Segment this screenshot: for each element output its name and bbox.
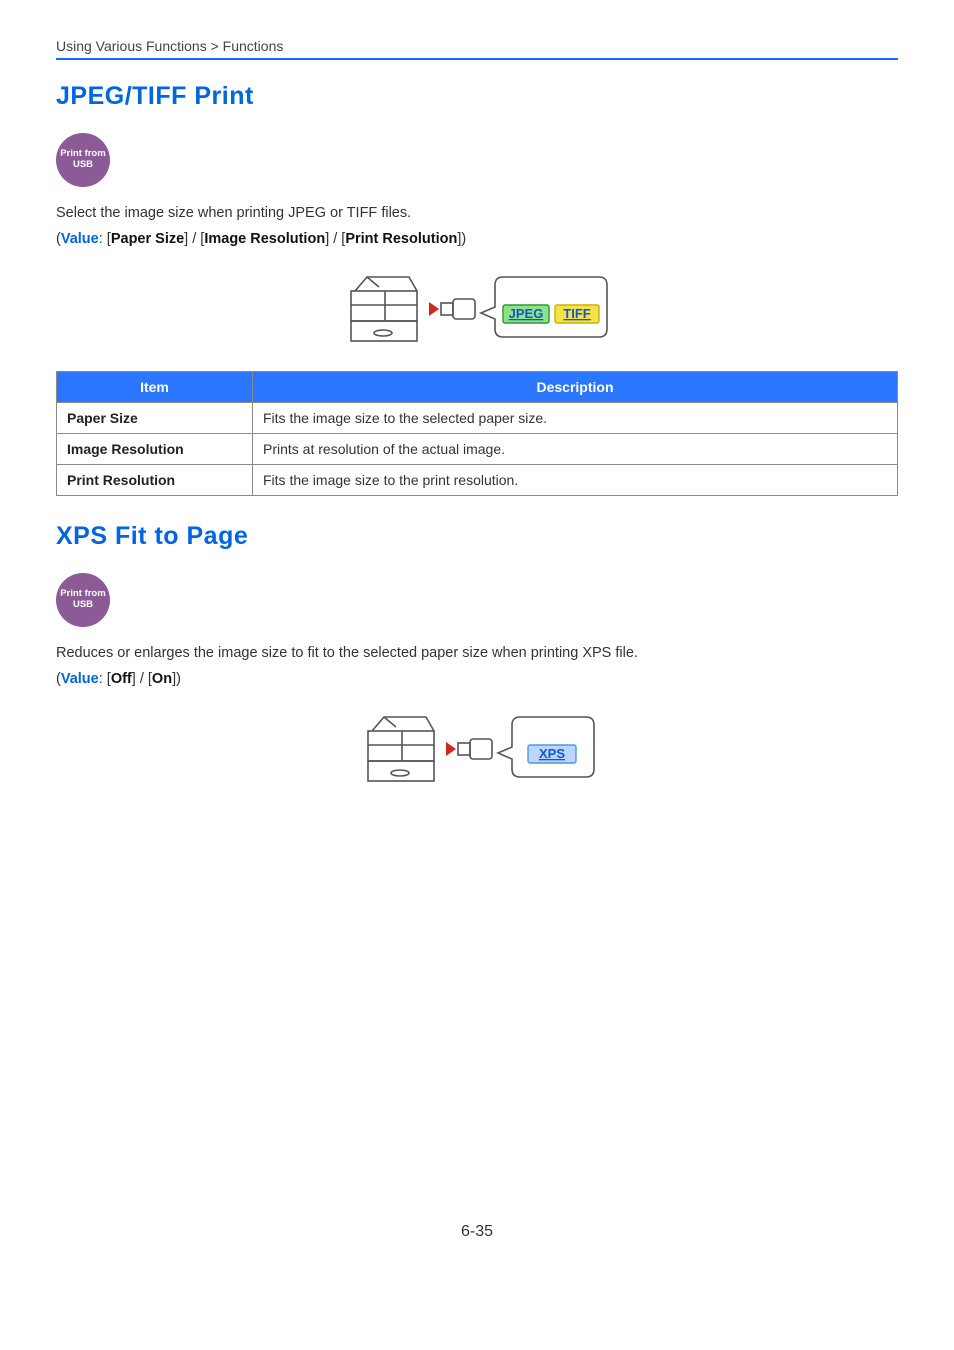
value-label: Value bbox=[61, 671, 99, 687]
section-description: Reduces or enlarges the image size to fi… bbox=[56, 645, 898, 661]
table-cell-desc: Fits the image size to the selected pape… bbox=[253, 403, 898, 434]
table-cell-item: Print Resolution bbox=[57, 465, 253, 496]
table-row: Print Resolution Fits the image size to … bbox=[57, 465, 898, 496]
value-option: Paper Size bbox=[111, 231, 184, 247]
breadcrumb: Using Various Functions > Functions bbox=[56, 38, 898, 54]
page-number: 6-35 bbox=[56, 1223, 898, 1241]
value-option: Off bbox=[111, 671, 132, 687]
table-cell-item: Paper Size bbox=[57, 403, 253, 434]
top-rule bbox=[56, 58, 898, 60]
section-heading-xps: XPS Fit to Page bbox=[56, 522, 898, 551]
table-row: Paper Size Fits the image size to the se… bbox=[57, 403, 898, 434]
value-option: Image Resolution bbox=[204, 231, 325, 247]
print-from-usb-badge: Print from USB bbox=[56, 573, 110, 627]
value-line: (Value: [Off] / [On]) bbox=[56, 671, 898, 687]
value-option: On bbox=[152, 671, 172, 687]
badge-line2: USB bbox=[73, 600, 93, 611]
section-description: Select the image size when printing JPEG… bbox=[56, 205, 898, 221]
tiff-text: TIFF bbox=[563, 306, 590, 321]
xps-diagram: XPS bbox=[56, 705, 898, 793]
section-heading-jpeg-tiff: JPEG/TIFF Print bbox=[56, 82, 898, 111]
table-cell-item: Image Resolution bbox=[57, 434, 253, 465]
table-cell-desc: Fits the image size to the print resolut… bbox=[253, 465, 898, 496]
print-from-usb-badge: Print from USB bbox=[56, 133, 110, 187]
badge-line2: USB bbox=[73, 160, 93, 171]
xps-text: XPS bbox=[539, 746, 565, 761]
table-header-description: Description bbox=[253, 372, 898, 403]
value-label: Value bbox=[61, 231, 99, 247]
table-cell-desc: Prints at resolution of the actual image… bbox=[253, 434, 898, 465]
table-header-item: Item bbox=[57, 372, 253, 403]
table-row: Image Resolution Prints at resolution of… bbox=[57, 434, 898, 465]
value-option: Print Resolution bbox=[345, 231, 457, 247]
jpeg-tiff-diagram: JPEG TIFF bbox=[56, 265, 898, 353]
jpeg-text: JPEG bbox=[509, 306, 544, 321]
options-table: Item Description Paper Size Fits the ima… bbox=[56, 371, 898, 496]
value-line: (Value: [Paper Size] / [Image Resolution… bbox=[56, 231, 898, 247]
